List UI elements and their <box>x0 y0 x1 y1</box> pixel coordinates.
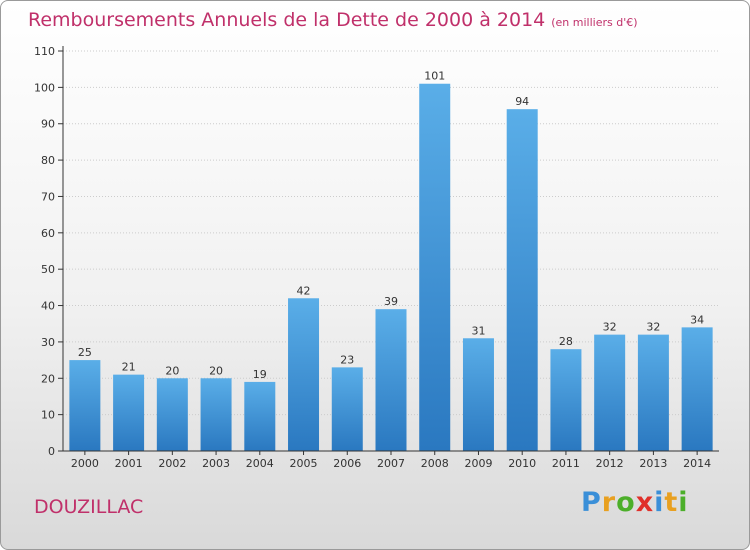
data-label: 32 <box>646 321 660 334</box>
y-tick-label: 20 <box>41 372 55 385</box>
bar <box>288 298 320 451</box>
proxiti-logo: Proxiti <box>581 487 689 518</box>
y-tick-label: 0 <box>48 445 55 458</box>
bar <box>550 349 582 451</box>
data-label: 42 <box>297 284 311 297</box>
y-tick-label: 90 <box>41 118 55 131</box>
data-label: 32 <box>603 321 617 334</box>
logo-letter: r <box>601 487 617 518</box>
x-tick-label: 2008 <box>421 457 449 470</box>
data-label: 94 <box>515 95 529 108</box>
x-tick-label: 2002 <box>158 457 186 470</box>
bar <box>375 309 407 451</box>
commune-name: DOUZILLAC <box>34 496 144 518</box>
chart-title: Remboursements Annuels de la Dette de 20… <box>28 9 638 31</box>
x-tick-label: 2007 <box>377 457 405 470</box>
logo-letter: t <box>664 487 679 518</box>
data-label: 20 <box>165 364 179 377</box>
x-tick-label: 2004 <box>246 457 274 470</box>
logo-letter: o <box>616 487 636 518</box>
y-tick-label: 110 <box>34 45 55 58</box>
data-label: 20 <box>209 364 223 377</box>
data-label: 19 <box>253 368 267 381</box>
logo-letter: i <box>654 487 665 518</box>
data-label: 34 <box>690 313 704 326</box>
bar <box>69 360 101 451</box>
x-tick-label: 2014 <box>683 457 711 470</box>
data-label: 31 <box>471 324 485 337</box>
data-label: 28 <box>559 335 573 348</box>
x-tick-label: 2009 <box>464 457 492 470</box>
y-tick-label: 100 <box>34 81 55 94</box>
y-tick-label: 10 <box>41 409 55 422</box>
y-tick-label: 80 <box>41 154 55 167</box>
y-tick-label: 30 <box>41 336 55 349</box>
data-label: 39 <box>384 295 398 308</box>
y-tick-label: 50 <box>41 263 55 276</box>
x-tick-label: 2005 <box>290 457 318 470</box>
bar <box>331 367 363 451</box>
y-tick-label: 40 <box>41 300 55 313</box>
logo-letter: i <box>678 487 689 518</box>
bar <box>244 381 276 451</box>
logo-letter: P <box>581 487 602 518</box>
x-tick-label: 2010 <box>508 457 536 470</box>
data-label: 21 <box>122 361 136 374</box>
bar <box>594 334 626 451</box>
x-tick-label: 2000 <box>71 457 99 470</box>
bar <box>637 334 669 451</box>
bar <box>113 374 145 451</box>
x-tick-label: 2006 <box>333 457 361 470</box>
y-tick-label: 70 <box>41 190 55 203</box>
x-tick-label: 2013 <box>639 457 667 470</box>
axes <box>58 46 719 455</box>
data-label: 25 <box>78 346 92 359</box>
x-tick-label: 2011 <box>552 457 580 470</box>
labels: 0 10 20 30 40 50 60 70 80 90 100 110 25 2000 21 2001 20 2… <box>34 45 711 470</box>
data-label: 23 <box>340 353 354 366</box>
unit-label: (en milliers d'€) <box>551 16 638 29</box>
logo-letter: x <box>635 487 655 518</box>
bar <box>200 378 232 451</box>
bar <box>156 378 188 451</box>
y-tick-label: 60 <box>41 227 55 240</box>
bar <box>506 109 538 451</box>
x-tick-label: 2012 <box>596 457 624 470</box>
bars <box>69 83 713 452</box>
x-tick-label: 2001 <box>115 457 143 470</box>
bar <box>681 327 713 451</box>
bar <box>419 83 451 452</box>
chart-title-text: Remboursements Annuels de la Dette de 20… <box>28 9 546 31</box>
data-label: 101 <box>424 70 445 83</box>
bar <box>462 338 494 451</box>
x-tick-label: 2003 <box>202 457 230 470</box>
